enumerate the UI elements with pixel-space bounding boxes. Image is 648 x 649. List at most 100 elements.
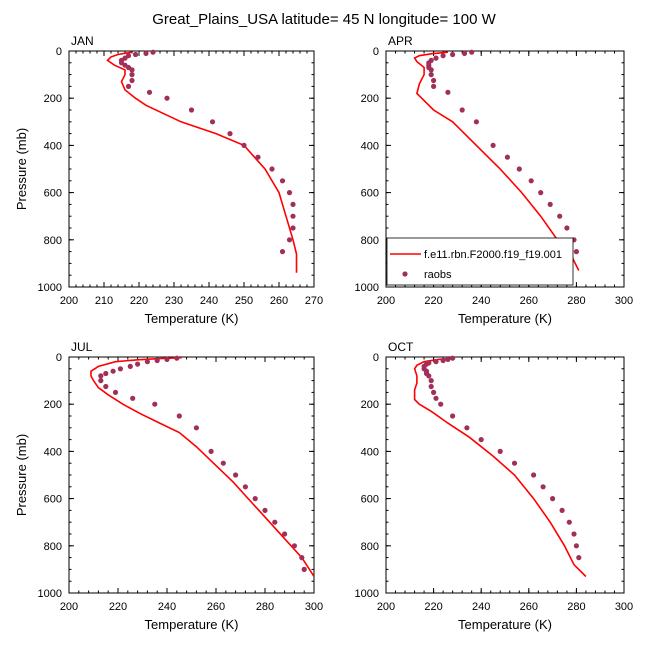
y-tick-label: 800 <box>361 541 379 553</box>
x-tick-label: 280 <box>256 601 274 613</box>
x-tick-label: 230 <box>165 295 183 307</box>
y-tick-label: 600 <box>44 494 62 506</box>
panel-label: OCT <box>388 340 414 354</box>
obs-point <box>450 413 456 419</box>
obs-point <box>146 89 153 95</box>
x-tick-label: 300 <box>305 601 323 613</box>
obs-point <box>208 448 214 454</box>
obs-point <box>459 107 465 113</box>
obs-point <box>130 395 136 401</box>
x-tick-label: 200 <box>377 601 395 613</box>
obs-point <box>129 77 135 84</box>
x-tick-label: 220 <box>130 295 148 307</box>
obs-point <box>193 425 199 431</box>
chart-panel-jan: 200 210 220 230 240 250 260 270 0 200 400 600 800 100… <box>14 34 323 326</box>
x-axis-label: Temperature (K) <box>145 311 239 326</box>
x-tick-label: 220 <box>424 295 442 307</box>
obs-point <box>188 107 195 113</box>
legend-obs-label: raobs <box>424 269 452 281</box>
x-tick-label: 250 <box>235 295 253 307</box>
model-profile-line <box>413 357 587 578</box>
obs-point <box>473 119 479 125</box>
x-tick-label: 300 <box>615 601 633 613</box>
y-axis-label: Pressure (mb) <box>14 128 29 210</box>
obs-point <box>135 361 141 367</box>
y-tick-label: 200 <box>44 93 62 105</box>
x-tick-label: 240 <box>472 295 490 307</box>
obs-point <box>290 201 296 207</box>
obs-point <box>566 519 572 525</box>
obs-point <box>286 237 293 243</box>
y-tick-label: 600 <box>361 188 379 200</box>
obs-point <box>461 50 468 57</box>
y-tick-label: 400 <box>44 140 62 152</box>
obs-point <box>164 95 170 101</box>
obs-point <box>428 383 434 390</box>
x-tick-label: 240 <box>472 601 490 613</box>
obs-point <box>291 543 297 549</box>
obs-point <box>469 49 475 55</box>
y-tick-label: 0 <box>373 46 379 58</box>
y-tick-label: 400 <box>361 446 379 458</box>
obs-point <box>504 154 510 160</box>
obs-point <box>174 355 180 361</box>
obs-point <box>433 395 439 401</box>
x-axis-label: Temperature (K) <box>145 617 239 632</box>
obs-point <box>428 67 434 73</box>
obs-point <box>227 131 233 137</box>
x-axis-label: Temperature (K) <box>458 311 552 326</box>
obs-point <box>431 389 437 395</box>
x-tick-label: 260 <box>207 601 225 613</box>
obs-point <box>497 448 503 454</box>
legend-model-label: f.e11.rbn.F2000.f19_f19.001 <box>424 249 562 261</box>
obs-point <box>279 249 286 255</box>
figure-title: Great_Plains_USA latitude= 45 N longitud… <box>152 11 496 28</box>
obs-point <box>127 363 133 369</box>
legend-obs-marker <box>402 271 408 277</box>
obs-point <box>241 142 247 148</box>
obs-point <box>445 356 451 362</box>
obs-point <box>103 370 109 377</box>
y-tick-label: 200 <box>361 93 379 105</box>
obs-point <box>464 425 470 431</box>
y-tick-label: 400 <box>44 446 62 458</box>
obs-point <box>433 359 439 365</box>
x-tick-label: 260 <box>270 295 288 307</box>
obs-point <box>129 67 135 73</box>
y-tick-label: 800 <box>44 235 62 247</box>
y-tick-label: 600 <box>44 188 62 200</box>
obs-point <box>282 531 288 537</box>
y-tick-label: 0 <box>56 352 62 364</box>
y-tick-label: 800 <box>361 235 379 247</box>
obs-point <box>154 357 160 364</box>
obs-point <box>564 225 570 231</box>
obs-point <box>431 77 437 84</box>
obs-point <box>242 484 248 490</box>
panel-label: JUL <box>71 340 93 354</box>
obs-point <box>98 378 104 384</box>
obs-point <box>571 531 577 537</box>
y-axis-label: Pressure (mb) <box>14 434 29 516</box>
x-tick-label: 200 <box>377 295 395 307</box>
obs-point <box>450 51 456 58</box>
x-tick-label: 220 <box>424 601 442 613</box>
obs-point <box>233 472 239 478</box>
obs-point <box>433 55 439 61</box>
obs-point <box>490 142 496 148</box>
obs-point <box>117 366 123 372</box>
chart-panel-apr: 200 220 240 260 280 300 0 200 400 600 800 1000 Tempe… <box>355 34 634 326</box>
obs-point <box>573 543 580 549</box>
obs-point <box>129 72 135 78</box>
legend-box <box>386 237 574 286</box>
y-tick-label: 1000 <box>355 282 379 294</box>
obs-point <box>557 213 563 219</box>
obs-point <box>103 383 109 390</box>
obs-point <box>125 83 132 89</box>
x-tick-label: 260 <box>520 295 538 307</box>
x-tick-label: 220 <box>109 601 127 613</box>
obs-point <box>450 355 456 361</box>
x-axis-label: Temperature (K) <box>458 617 552 632</box>
model-profile-line <box>413 51 580 271</box>
obs-point <box>531 472 537 478</box>
